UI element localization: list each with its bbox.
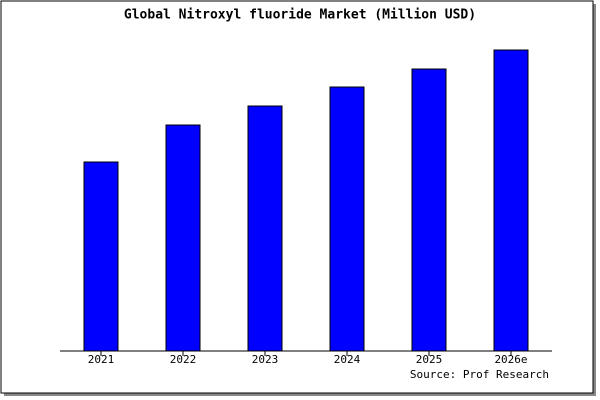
bar bbox=[493, 49, 529, 352]
x-tick-label: 2024 bbox=[334, 353, 361, 366]
bar bbox=[411, 68, 447, 352]
chart-title: Global Nitroxyl fluoride Market (Million… bbox=[124, 8, 476, 23]
source: Source: Prof Research bbox=[410, 368, 549, 381]
x-tick-label: 2022 bbox=[170, 353, 197, 366]
bar bbox=[329, 86, 365, 352]
bar bbox=[247, 105, 283, 352]
bar bbox=[83, 161, 119, 352]
x-tick-label: 2021 bbox=[88, 353, 115, 366]
x-tick-label: 2025 bbox=[416, 353, 443, 366]
x-tick-label: 2023 bbox=[252, 353, 279, 366]
bar bbox=[165, 124, 201, 352]
plot-area bbox=[60, 48, 552, 351]
x-tick-label: 2026e bbox=[494, 353, 527, 366]
